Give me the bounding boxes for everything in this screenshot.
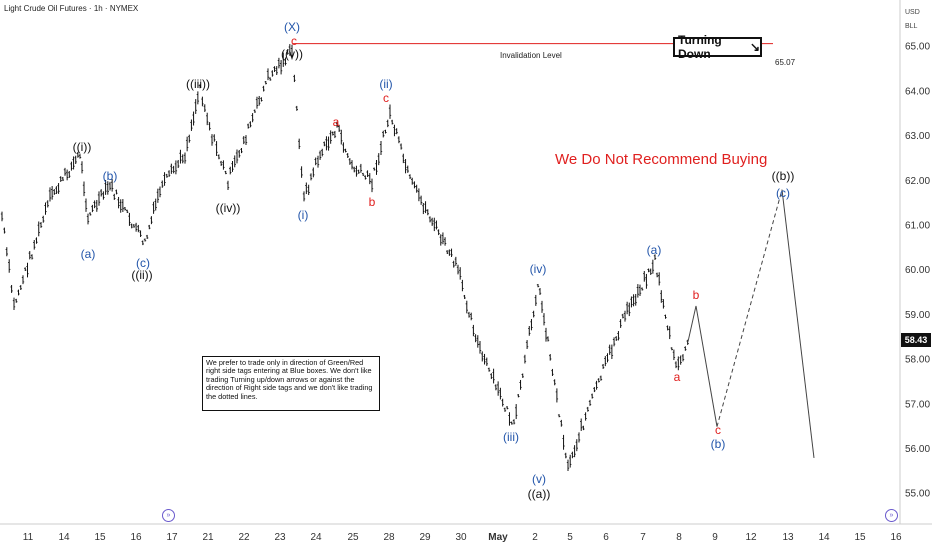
wave-label: ((b)): [772, 169, 795, 183]
wave-label: c: [715, 423, 721, 437]
wave-label: (iv): [530, 262, 547, 276]
y-tick-label: 59.00: [905, 310, 930, 321]
x-tick-label: 23: [274, 532, 286, 543]
wave-label: c: [383, 91, 389, 105]
projection-paths: [687, 189, 815, 458]
turning-label: Turning Down: [678, 33, 722, 61]
currency-unit: USD: [905, 9, 920, 16]
x-tick-label: 16: [890, 532, 902, 543]
invalidation-label: Invalidation Level: [500, 51, 562, 60]
wave-label: ((ii)): [131, 268, 152, 282]
wave-label: b: [369, 195, 376, 209]
wave-label: c: [291, 34, 297, 48]
wave-label: (a): [81, 247, 96, 261]
wave-label: ((iv)): [216, 201, 241, 215]
currency-measure: BLL: [905, 23, 918, 30]
x-tick-label: 14: [818, 532, 830, 543]
wave-label: (X): [284, 20, 300, 34]
y-tick-label: 62.00: [905, 176, 930, 187]
x-tick-label: 24: [310, 532, 322, 543]
invalidation-value: 65.07: [775, 58, 796, 67]
x-tick-label: 9: [712, 532, 718, 543]
wave-label: ((i)): [73, 140, 92, 154]
y-tick-label: 63.00: [905, 131, 930, 142]
warning-text: We Do Not Recommend Buying: [555, 151, 768, 168]
current-price-tag: 58.43: [901, 333, 931, 347]
x-tick-label: May: [488, 532, 508, 543]
wave-label: (ii): [379, 77, 392, 91]
x-tick-label: 25: [347, 532, 359, 543]
wave-label: ((a)): [528, 487, 551, 501]
x-tick-label: 15: [854, 532, 866, 543]
turning-down-box: Turning Down ↘: [673, 33, 762, 61]
wave-label: ((v)): [281, 47, 303, 61]
event-icon[interactable]: »: [885, 509, 898, 522]
x-tick-label: 28: [383, 532, 395, 543]
x-tick-label: 8: [676, 532, 682, 543]
y-tick-label: 65.00: [905, 42, 930, 53]
wave-label: (b): [711, 437, 726, 451]
wave-label: (v): [532, 472, 546, 486]
x-tick-label: 29: [419, 532, 431, 543]
x-tick-label: 15: [94, 532, 106, 543]
projection-solid_1: [687, 305, 697, 342]
x-tick-label: 16: [130, 532, 142, 543]
projection-solid_3: [781, 189, 815, 458]
x-tick-label: 21: [202, 532, 214, 543]
x-tick-label: 11: [23, 532, 34, 543]
event-icon[interactable]: »: [162, 509, 175, 522]
x-tick-label: 6: [603, 532, 609, 543]
price-bars: [0, 44, 689, 472]
x-tick-label: 17: [166, 532, 178, 543]
wave-label: b: [693, 288, 700, 302]
projection-dashed: [716, 189, 783, 427]
symbol-title: Light Crude Oil Futures · 1h · NYMEX: [4, 4, 139, 13]
wave-label: ((iii)): [186, 77, 210, 91]
y-tick-label: 55.00: [905, 489, 930, 500]
wave-label: (a): [647, 243, 662, 257]
y-tick-label: 57.00: [905, 399, 930, 410]
y-tick-label: 60.00: [905, 265, 930, 276]
arrow-down-right-icon: ↘: [749, 40, 760, 54]
projection-solid_2: [695, 305, 718, 427]
y-tick-label: 64.00: [905, 86, 930, 97]
y-axis: 65.00 64.00 63.00 62.00 61.00 60.00 59.00 58.00…: [905, 42, 930, 500]
wave-label: (i): [298, 208, 309, 222]
y-tick-label: 56.00: [905, 444, 930, 455]
wave-label: (c): [776, 186, 790, 200]
x-tick-label: 22: [238, 532, 250, 543]
trading-note: We prefer to trade only in direction of …: [202, 356, 380, 411]
y-tick-label: 58.00: [905, 355, 930, 366]
x-tick-label: 2: [532, 532, 538, 543]
x-tick-label: 13: [782, 532, 794, 543]
x-tick-label: 30: [455, 532, 467, 543]
wave-label: (c): [136, 256, 150, 270]
wave-labels: ((i))(a)(b)(c)((ii))((iii))((iv))(X)c((v…: [73, 20, 795, 501]
x-tick-label: 5: [567, 532, 573, 543]
wave-label: a: [333, 115, 340, 129]
x-tick-label: 7: [640, 532, 646, 543]
x-axis: 11 14 15 16 17 21 22 23 24 25 28 29 30 May 2 5 6 7 8 9 12 13 1…: [23, 532, 902, 543]
wave-label: (iii): [503, 430, 519, 444]
wave-label: a: [674, 370, 681, 384]
x-tick-label: 12: [745, 532, 757, 543]
x-tick-label: 14: [58, 532, 70, 543]
y-tick-label: 61.00: [905, 220, 930, 231]
wave-label: (b): [103, 169, 118, 183]
currency-tag: USD BLL: [905, 6, 920, 34]
